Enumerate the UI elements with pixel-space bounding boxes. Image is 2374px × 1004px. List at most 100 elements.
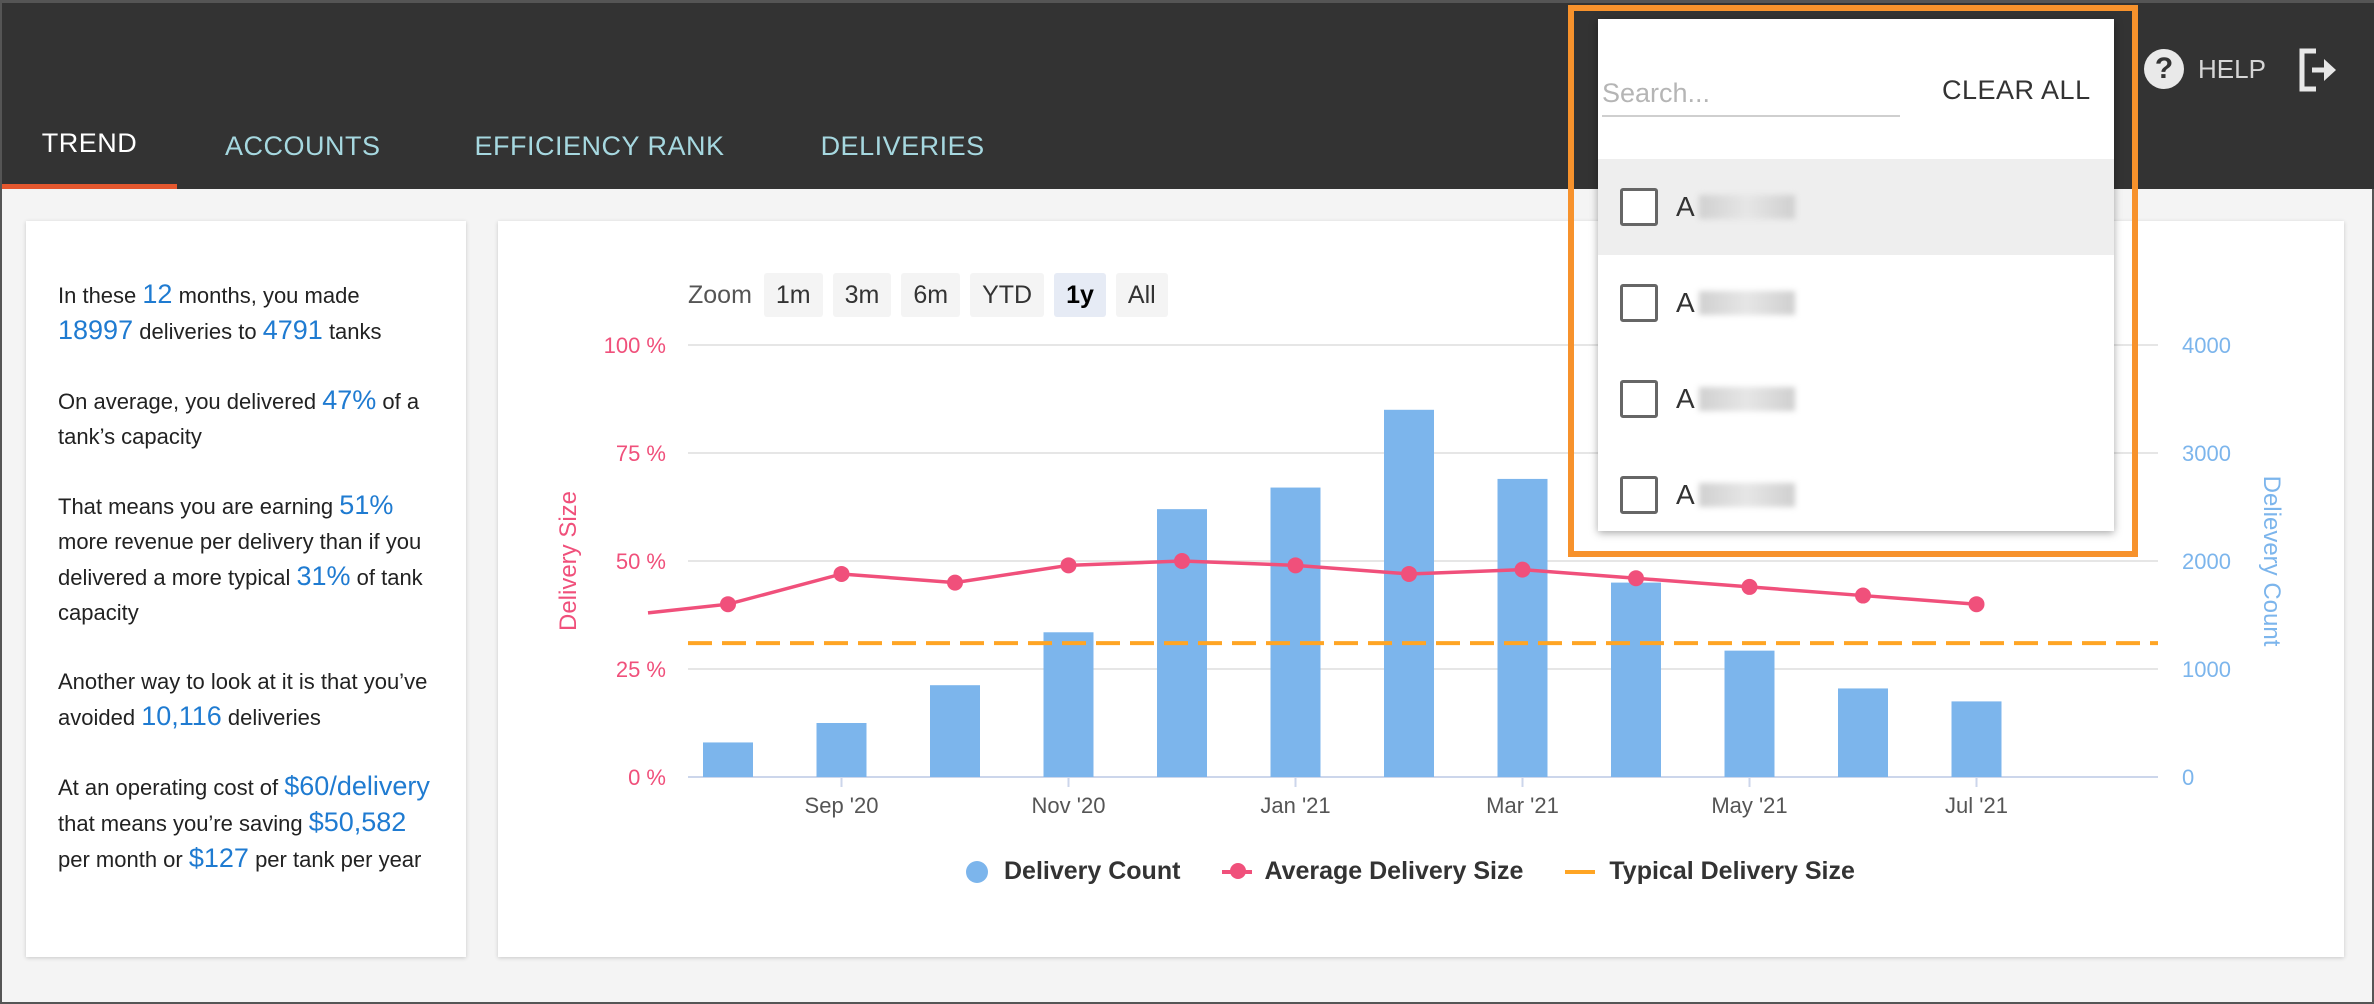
delivery-count-bar <box>1951 701 2002 777</box>
checkbox[interactable] <box>1620 188 1658 226</box>
average-size-point <box>1628 570 1644 587</box>
right-axis-tick-label: 1000 <box>2182 657 2231 682</box>
average-size-point <box>1514 561 1531 578</box>
legend-delivery-count[interactable]: Delivery Count <box>966 857 1180 886</box>
average-size-point <box>1855 587 1871 604</box>
account-option-label: A <box>1676 287 1695 318</box>
summary-avoided: Another way to look at it is that you’ve… <box>58 664 436 735</box>
legend-typical-size[interactable]: Typical Delivery Size <box>1565 857 1855 886</box>
zoom-controls: Zoom 1m 3m 6m YTD 1y All <box>688 273 1178 317</box>
zoom-3m-button[interactable]: 3m <box>832 273 892 317</box>
x-axis-tick-label: Mar '21 <box>1486 793 1559 818</box>
zoom-6m-button[interactable]: 6m <box>901 273 961 317</box>
tab-deliveries[interactable]: DELIVERIES <box>820 130 985 161</box>
help-label: HELP <box>2198 53 2266 84</box>
summary-average: On average, you delivered 47% of a tank’… <box>58 383 436 454</box>
redacted-text <box>1698 483 1795 507</box>
summary-text: In these <box>58 283 137 308</box>
average-size-point <box>1287 557 1304 574</box>
dropdown-search-row: CLEAR ALL <box>1598 19 2114 159</box>
delivery-count-bar <box>1270 487 1321 777</box>
logout-icon[interactable] <box>2296 47 2342 93</box>
summary-revenue: That means you are earning 51% more reve… <box>58 488 436 630</box>
tanks-value: 4791 <box>262 315 323 345</box>
account-search-input[interactable] <box>1602 71 1900 117</box>
trend-chart: 0 % 0 25 % 1000 50 % 2000 75 % 3000 100 % 4000 Del… <box>555 333 2285 818</box>
left-axis-tick-label: 25 % <box>616 657 666 682</box>
left-axis-tick-label: 0 % <box>628 765 666 790</box>
checkbox[interactable] <box>1620 380 1658 418</box>
summary-text: that means you’re saving <box>58 811 303 836</box>
x-axis-tick-label: Sep '20 <box>805 793 879 818</box>
x-axis-tick-label: May '21 <box>1711 793 1787 818</box>
summary-text: per month or <box>58 847 183 872</box>
summary-text: At an operating cost of <box>58 775 279 800</box>
delivery-count-bar <box>1838 688 1888 777</box>
account-option-label: A <box>1676 383 1695 414</box>
more-pct-value: 51% <box>339 490 394 520</box>
checkbox[interactable] <box>1620 476 1658 514</box>
zoom-ytd-button[interactable]: YTD <box>970 273 1045 317</box>
summary-text: months, you made <box>178 283 360 308</box>
left-axis-title: Delivery Size <box>555 491 582 631</box>
main-tabs: TREND ACCOUNTS EFFICIENCY RANK DELIVERIE… <box>2 103 1025 189</box>
redacted-text <box>1698 195 1795 219</box>
average-size-point <box>833 565 850 582</box>
summary-text: deliveries <box>227 705 321 730</box>
right-axis-tick-label: 3000 <box>2182 441 2231 466</box>
delivery-count-bar <box>1384 409 1434 777</box>
average-size-point <box>1174 553 1190 569</box>
average-size-point <box>720 596 736 613</box>
account-option[interactable]: A <box>1598 159 2114 255</box>
summary-text: more revenue per delivery than if you de… <box>58 529 422 590</box>
tab-accounts[interactable]: ACCOUNTS <box>225 130 381 161</box>
delivery-count-bar <box>1611 582 1661 777</box>
x-axis-tick-label: Nov '20 <box>1032 793 1106 818</box>
line-marker-icon <box>1222 862 1253 879</box>
account-option[interactable]: A <box>1598 351 2114 447</box>
zoom-1m-button[interactable]: 1m <box>763 273 823 317</box>
delivery-count-bar <box>1724 650 1775 777</box>
clear-all-button[interactable]: CLEAR ALL <box>1942 75 2091 105</box>
account-option[interactable]: A <box>1598 255 2114 351</box>
summary-text: On average, you delivered <box>58 389 317 414</box>
chart-legend: Delivery Count Average Delivery Size Typ… <box>966 857 1897 886</box>
summary-text: deliveries to <box>139 319 257 344</box>
legend-label: Typical Delivery Size <box>1609 857 1855 885</box>
right-axis-tick-label: 0 <box>2182 765 2194 790</box>
delivery-count-bar <box>930 685 980 777</box>
bar-swatch-icon <box>966 860 988 883</box>
months-value: 12 <box>142 279 173 309</box>
summary-text: Another way to look at it is that you’ve… <box>58 669 428 730</box>
average-size-point <box>1741 578 1758 595</box>
right-axis-title: Delievery Count <box>2258 476 2285 647</box>
account-option[interactable]: A <box>1598 447 2114 543</box>
avoided-value: 10,116 <box>141 701 222 731</box>
cost-value: $60/delivery <box>284 771 430 801</box>
zoom-all-button[interactable]: All <box>1115 273 1168 317</box>
redacted-text <box>1698 291 1795 315</box>
zoom-1y-button[interactable]: 1y <box>1054 273 1106 317</box>
deliveries-value: 18997 <box>58 315 134 345</box>
average-size-point <box>947 574 963 591</box>
delivery-count-bar <box>703 742 753 777</box>
delivery-count-bar <box>1043 632 1094 777</box>
summary-text: of tank capacity <box>58 565 423 625</box>
left-axis-tick-label: 50 % <box>616 549 666 574</box>
checkbox[interactable] <box>1620 284 1658 322</box>
summary-text: of a tank’s capacity <box>58 389 420 449</box>
zoom-label: Zoom <box>688 280 752 309</box>
summary-card: In these 12 months, you made 18997 deliv… <box>26 221 466 957</box>
tab-efficiency-rank[interactable]: EFFICIENCY RANK <box>474 130 725 161</box>
account-filter-dropdown: CLEAR ALL A A A A <box>1598 19 2114 531</box>
summary-text: per tank per year <box>255 847 422 872</box>
left-axis-tick-label: 75 % <box>616 441 666 466</box>
right-axis-tick-label: 4000 <box>2182 333 2231 358</box>
help-link[interactable]: ? HELP <box>2144 49 2266 89</box>
tab-trend[interactable]: TREND <box>2 103 177 189</box>
legend-label: Delivery Count <box>1004 857 1181 885</box>
help-circle-icon: ? <box>2144 49 2184 89</box>
legend-average-size[interactable]: Average Delivery Size <box>1222 857 1523 886</box>
typical-pct-value: 31% <box>296 561 351 591</box>
